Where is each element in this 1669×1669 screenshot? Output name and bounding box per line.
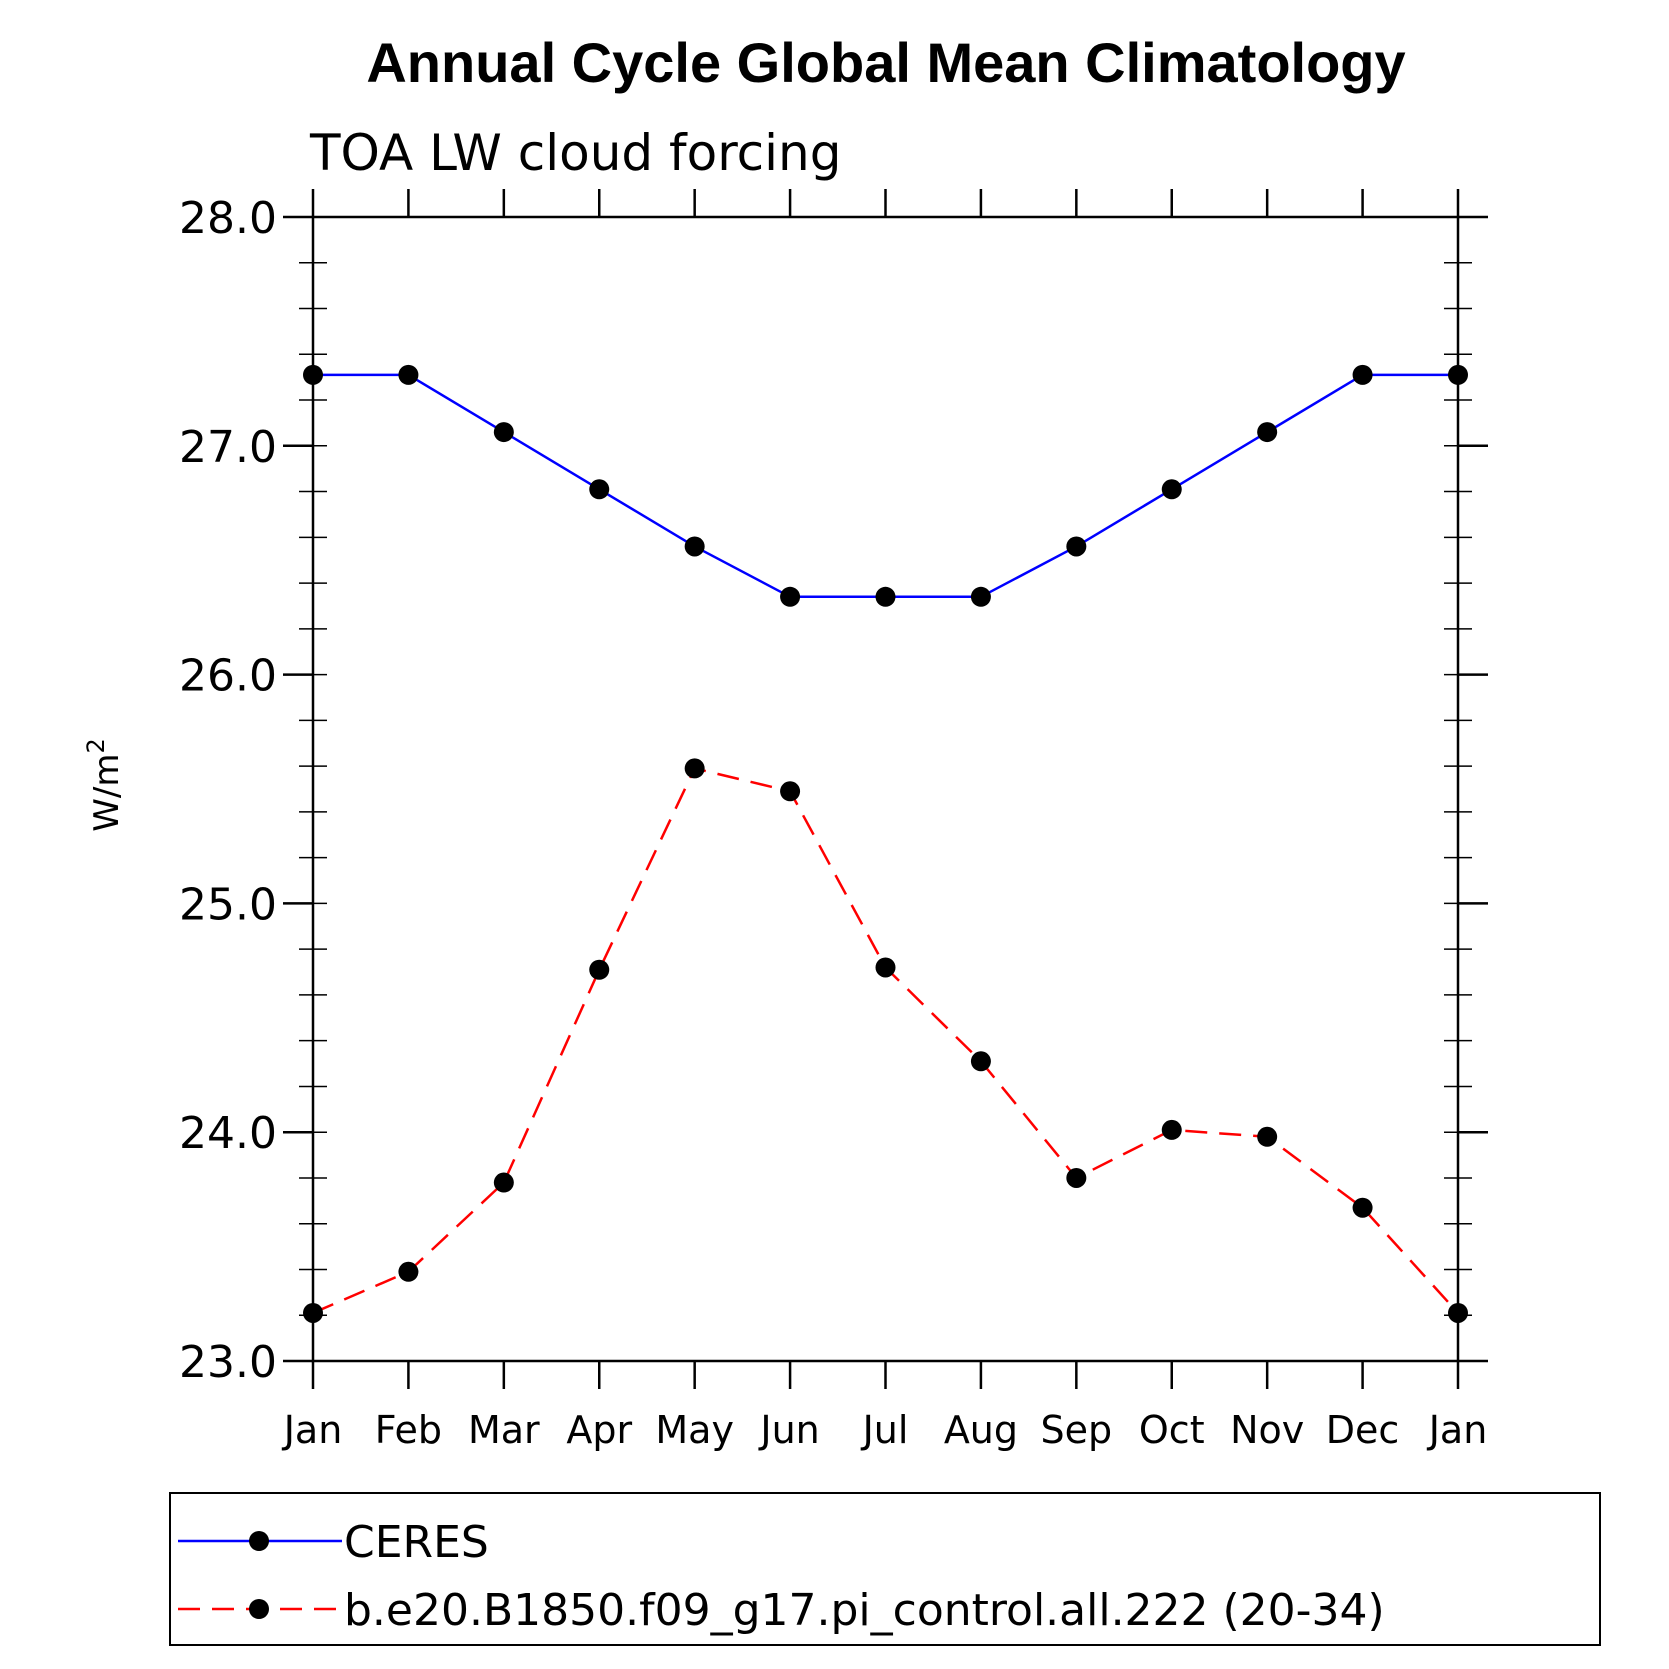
x-tick-label: Apr (566, 1408, 632, 1452)
data-point (684, 758, 705, 779)
series-1 (303, 758, 1468, 1323)
legend-marker-0 (249, 1531, 269, 1551)
series-line (312, 766, 1459, 1315)
data-point (875, 586, 896, 607)
x-tick-label: Jan (282, 1408, 343, 1452)
data-point (398, 364, 419, 385)
data-point (493, 1172, 514, 1193)
x-tick-label: Jul (861, 1408, 909, 1452)
x-tick-label: Jan (1427, 1408, 1488, 1452)
x-tick-label: Oct (1139, 1408, 1205, 1452)
x-tick-label: Jun (758, 1408, 819, 1452)
x-tick-label: Mar (468, 1408, 540, 1452)
legend-label-1: b.e20.B1850.f09_g17.pi_control.all.222 (… (344, 1585, 1385, 1636)
y-axis-label: W/m2 (82, 738, 127, 831)
x-tick-label: Dec (1326, 1408, 1400, 1452)
y-axis-label-base: W/m (87, 754, 127, 832)
data-point (1352, 1197, 1373, 1218)
x-tick-label: Nov (1230, 1408, 1304, 1452)
data-point (875, 957, 896, 978)
data-point (303, 1302, 323, 1323)
data-point (493, 422, 514, 443)
y-tick-label: 27.0 (179, 422, 277, 473)
data-point (1257, 422, 1278, 443)
legend-label-0: CERES (344, 1517, 489, 1568)
data-point (1066, 536, 1087, 557)
y-tick-label: 25.0 (179, 879, 277, 930)
series-layer (303, 364, 1468, 1323)
data-point (780, 586, 801, 607)
data-point (970, 1051, 991, 1072)
series-0 (303, 364, 1468, 607)
data-point (1257, 1126, 1278, 1147)
data-point (1448, 1302, 1468, 1323)
axes: 23.0 24.0 25.0 26.0 27.0 28.0 Jan Feb Mar Apr May J… (179, 189, 1488, 1452)
data-point (1066, 1167, 1087, 1188)
series-line (313, 373, 1458, 599)
data-point (1352, 364, 1373, 385)
plot-frame (311, 215, 1460, 1363)
chart-subtitle: TOA LW cloud forcing (309, 124, 841, 182)
x-tick-label: Sep (1041, 1408, 1113, 1452)
legend: CERES b.e20.B1850.f09_g17.pi_control.all.… (178, 1517, 1385, 1636)
data-point (1448, 364, 1468, 385)
y-axis-label-sup: 2 (82, 738, 110, 753)
data-point (398, 1261, 419, 1282)
data-point (684, 536, 705, 557)
y-tick-label: 23.0 (179, 1337, 277, 1388)
legend-marker-1 (249, 1599, 269, 1619)
data-point (970, 586, 991, 607)
data-point (303, 364, 323, 385)
y-tick-label: 28.0 (179, 193, 277, 244)
legend-box (169, 1492, 1601, 1646)
data-point (589, 479, 610, 500)
data-point (1161, 1119, 1182, 1140)
y-tick-label: 24.0 (179, 1108, 277, 1159)
y-tick-label: 26.0 (179, 651, 277, 702)
x-tick-label: Aug (944, 1408, 1018, 1452)
data-point (780, 781, 801, 802)
data-point (1161, 479, 1182, 500)
chart-title: Annual Cycle Global Mean Climatology (366, 31, 1405, 94)
x-tick-label: May (655, 1408, 734, 1452)
x-tick-label: Feb (375, 1408, 442, 1452)
data-point (589, 959, 610, 980)
